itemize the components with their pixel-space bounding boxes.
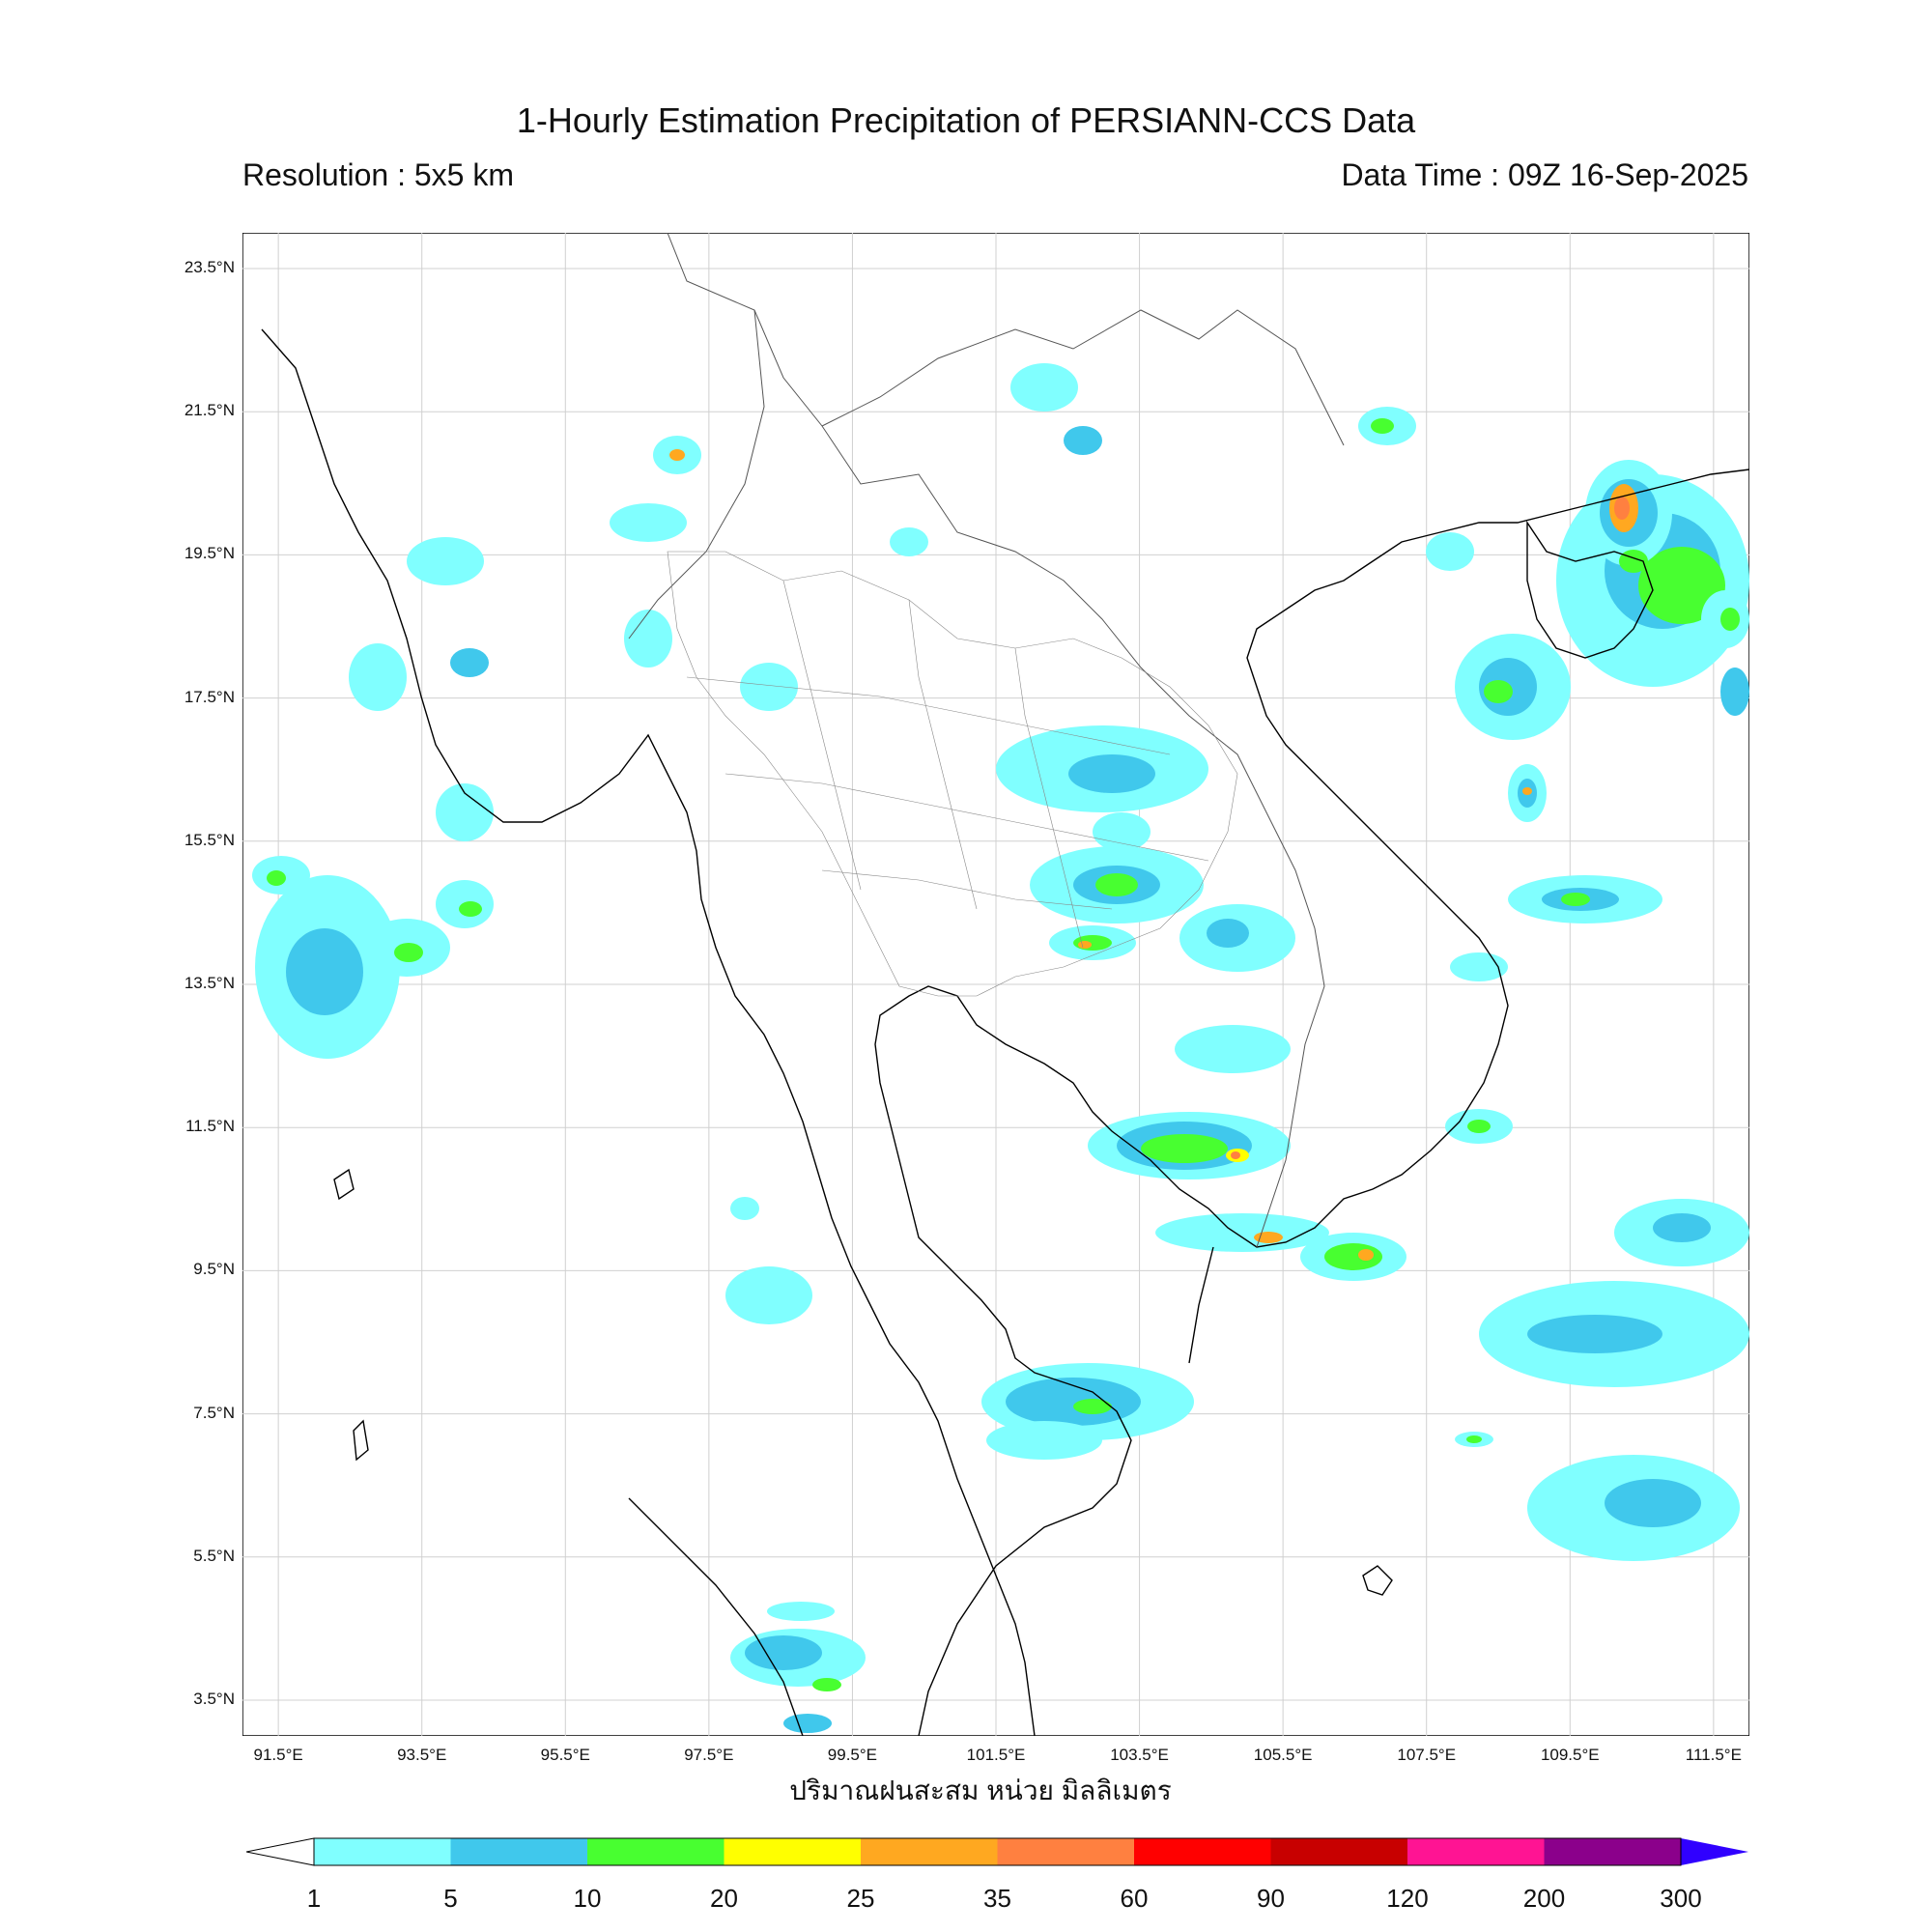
colorbar-segment: [1134, 1838, 1271, 1865]
lon-label: 99.5°E: [827, 1746, 878, 1764]
data-time-label: Data Time : 09Z 16-Sep-2025: [1341, 157, 1748, 192]
colorbar-tick-label: 1: [306, 1884, 322, 1913]
colorbar-segment: [724, 1838, 861, 1865]
lat-label: 23.5°N: [184, 258, 235, 277]
map-gridlines: [242, 233, 1749, 1736]
lat-label: 13.5°N: [184, 974, 235, 992]
colorbar-tick-label: 25: [846, 1884, 875, 1913]
resolution-label: Resolution : 5x5 km: [242, 157, 515, 192]
lat-label: 19.5°N: [184, 544, 235, 563]
lon-label: 97.5°E: [684, 1746, 734, 1764]
province-boundaries: [667, 551, 1238, 997]
lat-label: 7.5°N: [193, 1403, 235, 1422]
colorbar-tick-label: 200: [1522, 1884, 1566, 1913]
colorbar-segment: [1270, 1838, 1407, 1865]
lat-label: 5.5°N: [193, 1546, 235, 1565]
lon-label: 109.5°E: [1540, 1746, 1600, 1764]
lon-label: 91.5°E: [253, 1746, 303, 1764]
colorbar-segment: [1407, 1838, 1545, 1865]
precipitation-cells: [252, 363, 1749, 1733]
colorbar-tick-label: 60: [1120, 1884, 1149, 1913]
colorbar-segment: [587, 1838, 724, 1865]
colorbar-tick-label: 10: [573, 1884, 602, 1913]
lon-label: 103.5°E: [1110, 1746, 1169, 1764]
colorbar-tick-label: 20: [710, 1884, 738, 1913]
lat-label: 21.5°N: [184, 401, 235, 420]
colorbar-tick-label: 5: [443, 1884, 458, 1913]
precipitation-map: [242, 233, 1749, 1736]
map-title: 1-Hourly Estimation Precipitation of PER…: [516, 100, 1416, 140]
colorbar-under-arrow: [246, 1837, 315, 1866]
colorbar-segment: [450, 1838, 587, 1865]
colorbar-segment: [861, 1838, 998, 1865]
lon-label: 107.5°E: [1397, 1746, 1457, 1764]
lat-label: 11.5°N: [185, 1117, 235, 1136]
colorbar-tick-label: 120: [1386, 1884, 1429, 1913]
colorbar-tick-label: 90: [1257, 1884, 1285, 1913]
lat-label: 9.5°N: [193, 1260, 235, 1279]
country-borders: [628, 233, 1345, 1248]
colorbar-title: ปริมาณฝนสะสม หน่วย มิลลิเมตร: [789, 1776, 1172, 1805]
lat-label: 15.5°N: [184, 830, 235, 849]
colorbar-frame: [313, 1837, 1682, 1866]
colorbar-tick-label: 300: [1660, 1884, 1702, 1913]
colorbar-over-arrow: [1681, 1838, 1748, 1865]
lon-label: 93.5°E: [397, 1746, 447, 1764]
lon-label: 101.5°E: [966, 1746, 1026, 1764]
lat-label: 17.5°N: [184, 687, 235, 706]
colorbar: [246, 1837, 1748, 1866]
lat-label: 3.5°N: [193, 1689, 235, 1708]
lon-label: 111.5°E: [1685, 1746, 1742, 1764]
colorbar-segment: [1544, 1838, 1681, 1865]
colorbar-tick-label: 35: [983, 1884, 1011, 1913]
lon-label: 95.5°E: [540, 1746, 590, 1764]
colorbar-segment: [997, 1838, 1134, 1865]
colorbar-segment: [314, 1838, 451, 1865]
lon-label: 105.5°E: [1253, 1746, 1313, 1764]
